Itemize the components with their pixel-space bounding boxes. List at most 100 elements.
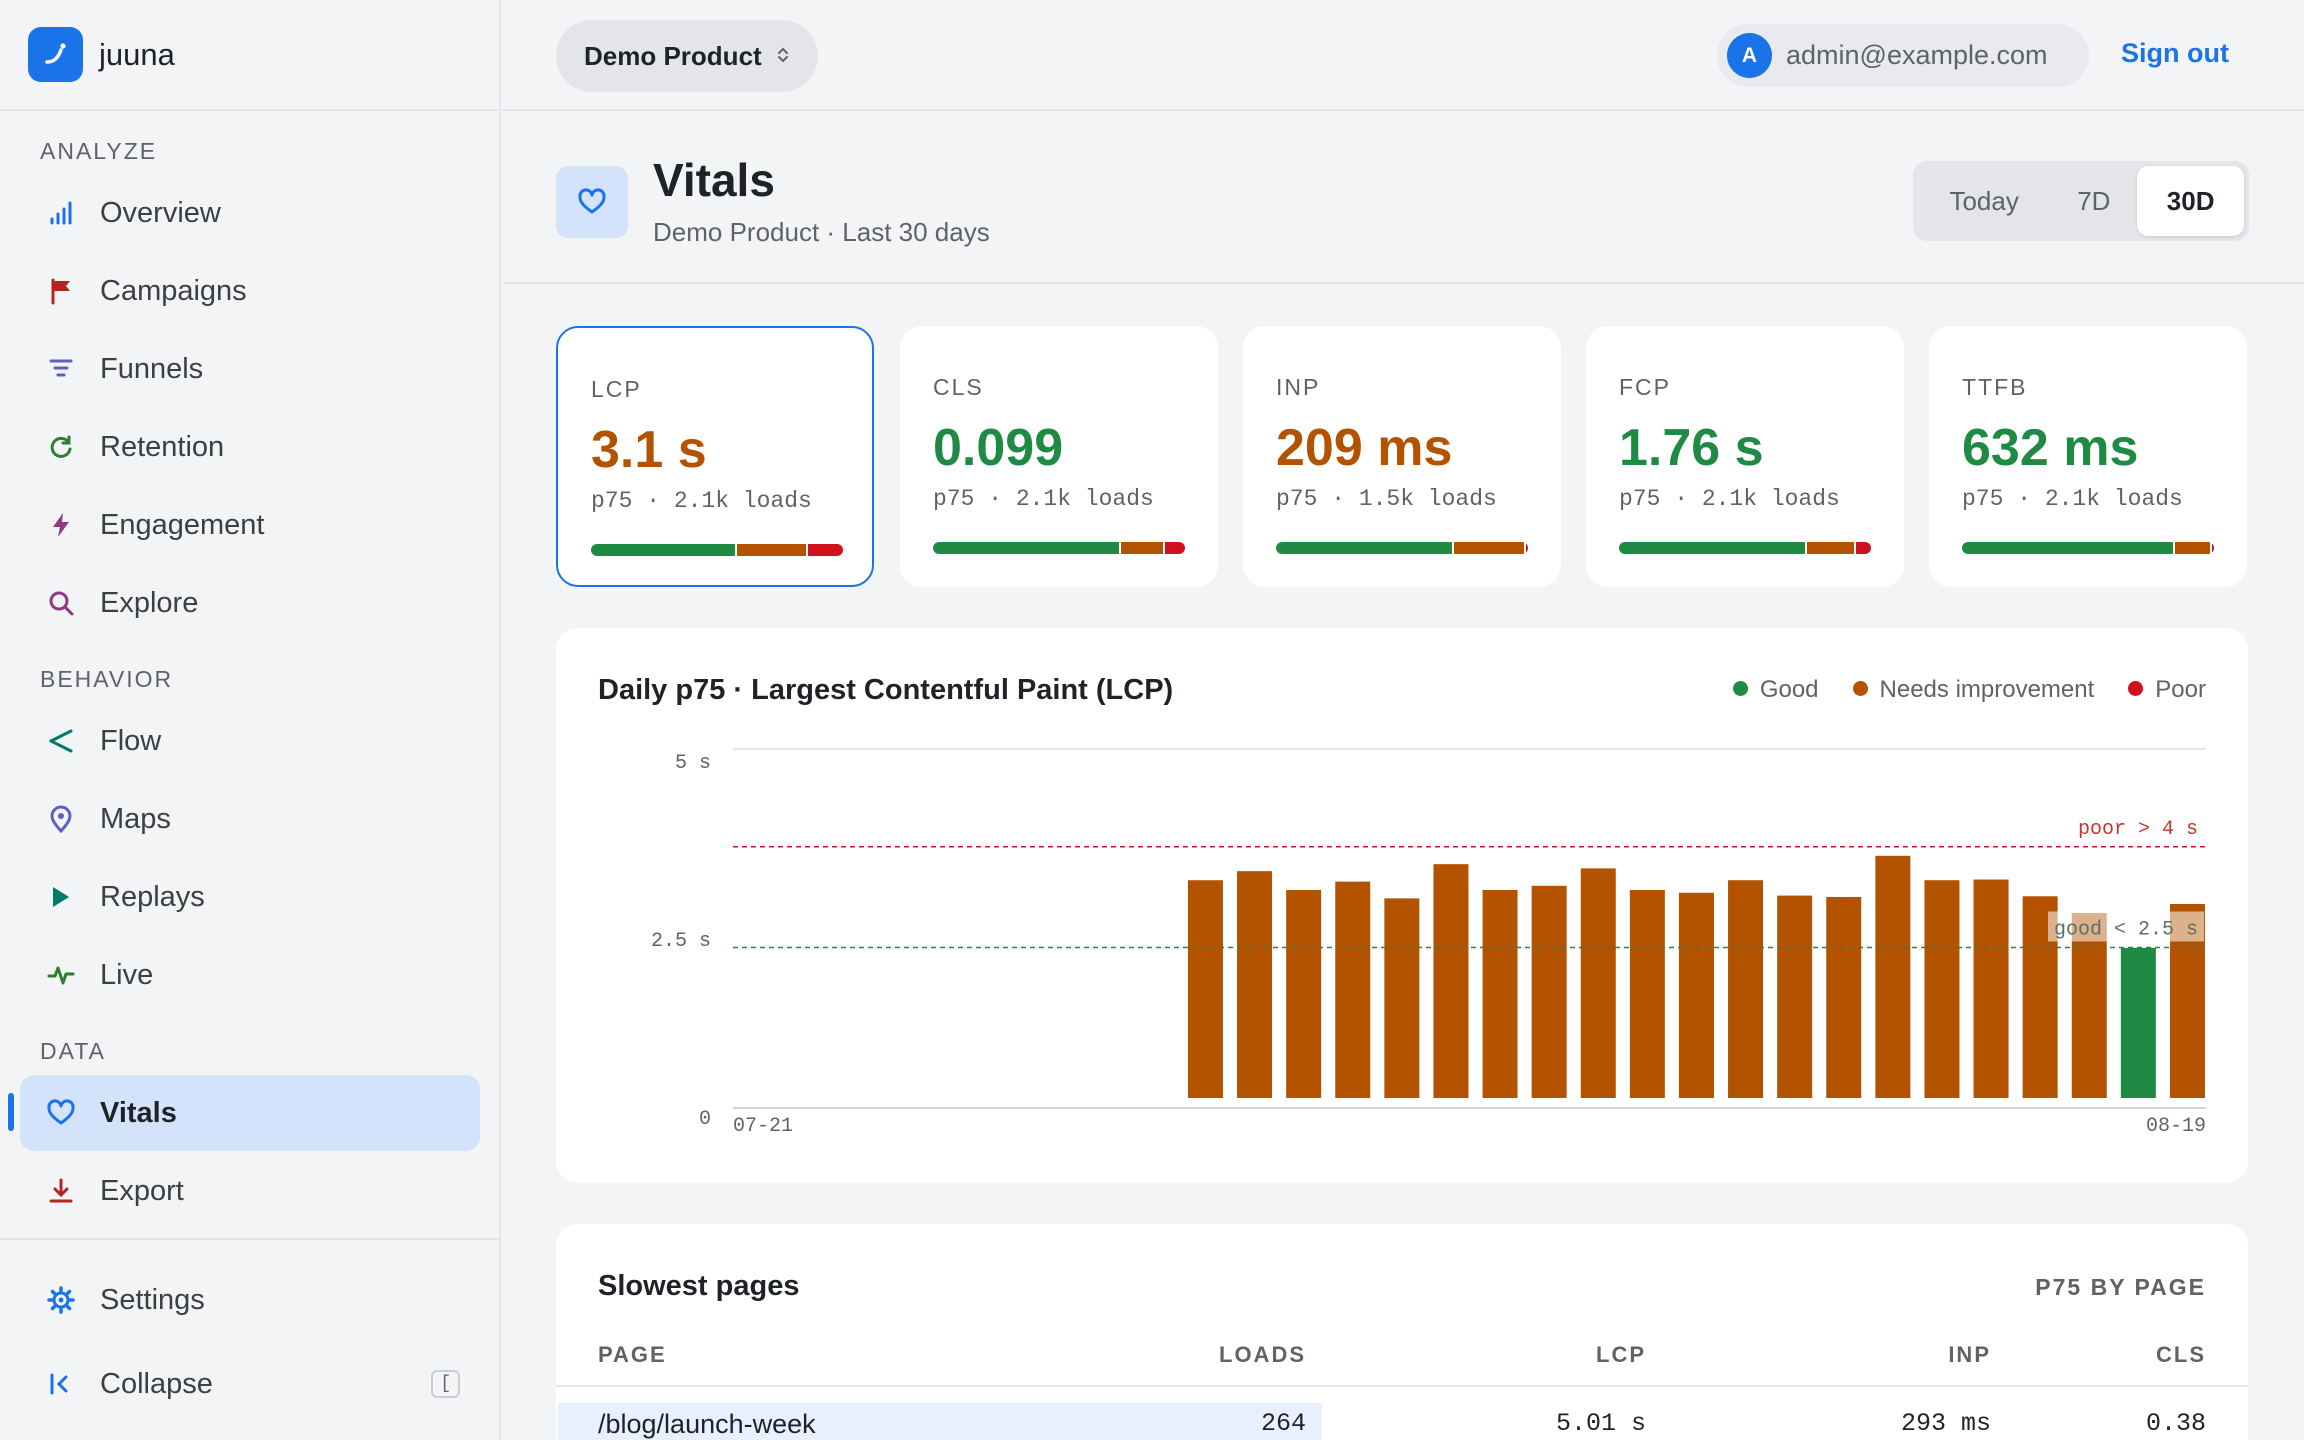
- sidebar-item-replays[interactable]: Replays: [20, 859, 480, 935]
- sidebar-item-label: Flow: [100, 724, 162, 757]
- avatar: A: [1727, 33, 1772, 78]
- distribution-bar: [1276, 542, 1528, 554]
- sidebar-item-retention[interactable]: Retention: [20, 409, 480, 485]
- metric-meta: p75 · 2.1k loads: [591, 488, 812, 514]
- lcp-chart-card: Daily p75 · Largest Contentful Paint (LC…: [556, 628, 2248, 1183]
- download-icon: [44, 1174, 78, 1208]
- sidebar-item-explore[interactable]: Explore: [20, 565, 480, 641]
- sidebar-item-maps[interactable]: Maps: [20, 781, 480, 857]
- bar-poor-segment: [808, 544, 843, 556]
- collapse-button[interactable]: Collapse [: [20, 1346, 480, 1422]
- sidebar-item-engagement[interactable]: Engagement: [20, 487, 480, 563]
- metric-card-fcp[interactable]: FCP 1.76 s p75 · 2.1k loads: [1586, 326, 1904, 587]
- bar-ni-segment: [1121, 542, 1164, 554]
- good-threshold-label: good < 2.5 s: [2054, 919, 2198, 942]
- topbar: Demo Product A admin@example.com Sign ou…: [503, 0, 2304, 111]
- y-tick-label: 5 s: [675, 752, 711, 775]
- product-switcher[interactable]: Demo Product: [556, 20, 818, 92]
- chart-bar: [1973, 879, 2009, 1098]
- sidebar: juuna ANALYZE BEHAVIOR DATA Overview Cam…: [0, 0, 501, 1440]
- sidebar-item-overview[interactable]: Overview: [20, 175, 480, 251]
- sidebar-item-label: Overview: [100, 196, 221, 229]
- col-loads[interactable]: LOADS: [1219, 1342, 1306, 1367]
- distribution-bar: [1619, 542, 1871, 554]
- y-tick-label: 0: [699, 1108, 711, 1131]
- metric-label: CLS: [933, 374, 984, 400]
- range-30d[interactable]: 30D: [2137, 166, 2244, 236]
- sign-out-link[interactable]: Sign out: [2121, 38, 2229, 68]
- bar-poor-segment: [1856, 542, 1871, 554]
- sidebar-item-settings[interactable]: Settings: [20, 1262, 480, 1338]
- distribution-bar: [591, 544, 843, 556]
- bar-ni-segment: [2174, 542, 2210, 554]
- metric-label: TTFB: [1962, 374, 2028, 400]
- collapse-label: Collapse: [100, 1367, 213, 1400]
- bar-chart-icon: [44, 196, 78, 230]
- metric-value: 0.099: [933, 419, 1064, 477]
- chart-bar: [1826, 896, 1862, 1098]
- sidebar-item-label: Replays: [100, 880, 205, 913]
- metric-card-lcp[interactable]: LCP 3.1 s p75 · 2.1k loads: [556, 326, 874, 587]
- sidebar-item-vitals[interactable]: Vitals: [20, 1075, 480, 1151]
- col-lcp[interactable]: LCP: [1596, 1342, 1646, 1367]
- table-row-lcp: 5.01 s: [1555, 1409, 1646, 1438]
- chart-bar: [2071, 913, 2107, 1098]
- metric-value: 632 ms: [1962, 419, 2139, 477]
- x-tick-label: 07-21: [733, 1115, 793, 1138]
- collapse-shortcut: [: [431, 1370, 460, 1398]
- table-divider: [556, 1385, 2248, 1387]
- pulse-icon: [44, 958, 78, 992]
- metric-card-ttfb[interactable]: TTFB 632 ms p75 · 2.1k loads: [1929, 326, 2247, 587]
- metric-meta: p75 · 2.1k loads: [1619, 486, 1840, 512]
- sidebar-item-label: Engagement: [100, 508, 265, 541]
- section-data: DATA: [40, 1038, 106, 1064]
- col-cls[interactable]: CLS: [2156, 1342, 2206, 1367]
- sidebar-item-label: Funnels: [100, 352, 204, 385]
- sidebar-item-label: Settings: [100, 1283, 205, 1316]
- slowest-pages-card: Slowest pages P75 BY PAGE PAGE LOADS LCP…: [556, 1224, 2248, 1440]
- metric-label: LCP: [591, 376, 642, 402]
- col-page[interactable]: PAGE: [598, 1342, 667, 1367]
- range-today[interactable]: Today: [1949, 185, 2019, 216]
- row-highlight: [558, 1403, 1322, 1440]
- bar-good-segment: [1276, 542, 1453, 554]
- table-row-page[interactable]: /blog/launch-week: [598, 1409, 816, 1439]
- metric-card-inp[interactable]: INP 209 ms p75 · 1.5k loads: [1243, 326, 1561, 587]
- sidebar-item-label: Export: [100, 1174, 184, 1207]
- chart-bar: [1875, 855, 1911, 1098]
- sidebar-item-campaigns[interactable]: Campaigns: [20, 253, 480, 329]
- sidebar-item-label: Campaigns: [100, 274, 247, 307]
- sidebar-item-label: Retention: [100, 430, 225, 463]
- chart-bar: [1580, 868, 1616, 1098]
- range-7d[interactable]: 7D: [2077, 185, 2111, 216]
- col-inp[interactable]: INP: [1948, 1342, 1991, 1367]
- chart-bar: [1678, 892, 1714, 1098]
- chart-bar: [2120, 947, 2156, 1098]
- sidebar-item-funnels[interactable]: Funnels: [20, 331, 480, 407]
- metric-meta: p75 · 2.1k loads: [933, 486, 1154, 512]
- chart-bar: [1384, 898, 1420, 1098]
- table-row-cls: 0.38: [2145, 1409, 2206, 1438]
- x-tick-label: 08-19: [2146, 1115, 2206, 1138]
- metric-value: 209 ms: [1276, 419, 1453, 477]
- sidebar-item-flow[interactable]: Flow: [20, 703, 480, 779]
- sidebar-item-live[interactable]: Live: [20, 937, 480, 1013]
- bar-poor-segment: [2211, 542, 2214, 554]
- metric-card-cls[interactable]: CLS 0.099 p75 · 2.1k loads: [900, 326, 1218, 587]
- chart-bar: [1629, 889, 1665, 1098]
- chart-title: Daily p75 · Largest Contentful Paint (LC…: [598, 674, 1174, 706]
- brand[interactable]: juuna: [0, 0, 499, 111]
- sidebar-item-export[interactable]: Export: [20, 1153, 480, 1229]
- section-analyze: ANALYZE: [40, 138, 158, 164]
- user-email: admin@example.com: [1786, 40, 2048, 70]
- chart-bar: [1777, 895, 1813, 1098]
- good-label-bg: [2048, 911, 2204, 942]
- distribution-bar: [1962, 542, 2214, 554]
- legend-needs-improvement: Needs improvement: [1852, 676, 2094, 704]
- table-row-loads: 264: [1260, 1409, 1306, 1438]
- bar-good-segment: [1962, 542, 2173, 554]
- table-tag: P75 BY PAGE: [2035, 1274, 2206, 1300]
- legend-good: Good: [1732, 676, 1819, 704]
- user-menu[interactable]: A admin@example.com: [1717, 24, 2089, 87]
- page-title: Vitals: [653, 154, 775, 206]
